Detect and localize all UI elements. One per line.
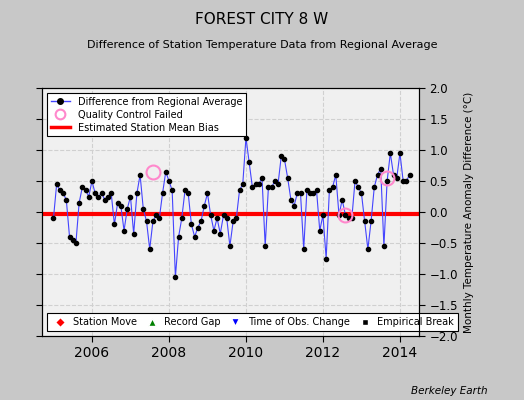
Y-axis label: Monthly Temperature Anomaly Difference (°C): Monthly Temperature Anomaly Difference (… [464, 91, 474, 333]
Text: Berkeley Earth: Berkeley Earth [411, 386, 487, 396]
Text: Difference of Station Temperature Data from Regional Average: Difference of Station Temperature Data f… [87, 40, 437, 50]
Text: FOREST CITY 8 W: FOREST CITY 8 W [195, 12, 329, 27]
Legend: Station Move, Record Gap, Time of Obs. Change, Empirical Break: Station Move, Record Gap, Time of Obs. C… [47, 313, 458, 331]
